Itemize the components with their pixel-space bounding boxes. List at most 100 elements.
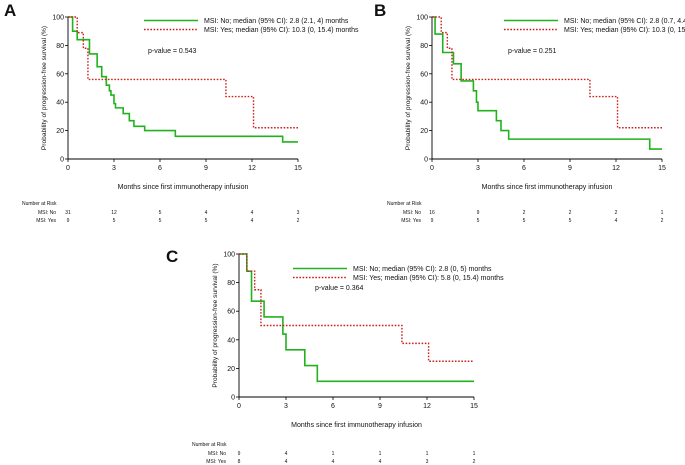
x-tick-label: 12 xyxy=(423,403,431,410)
x-tick-label: 3 xyxy=(284,403,288,410)
y-tick-label: 80 xyxy=(420,43,428,50)
risk-count: 4 xyxy=(615,218,618,224)
y-tick-label: 40 xyxy=(420,100,428,107)
panel-letter: A xyxy=(4,1,16,20)
risk-count: 4 xyxy=(205,210,208,216)
risk-count: 2 xyxy=(523,210,526,216)
x-tick-label: 12 xyxy=(248,165,256,172)
x-tick-label: 9 xyxy=(568,165,572,172)
risk-count: 4 xyxy=(332,459,335,465)
risk-count: 1 xyxy=(332,451,335,457)
y-tick-label: 100 xyxy=(52,15,64,22)
y-tick-label: 60 xyxy=(56,71,64,78)
risk-count: 2 xyxy=(473,459,476,465)
risk-count: 5 xyxy=(523,218,526,224)
y-tick-label: 100 xyxy=(416,15,428,22)
risk-count: 3 xyxy=(297,210,300,216)
panel-letter: C xyxy=(166,247,178,266)
legend-label-msi-yes: MSI: Yes; median (95% CI): 5.8 (0, 15.4)… xyxy=(353,275,504,282)
risk-count: 2 xyxy=(569,210,572,216)
y-tick-label: 40 xyxy=(227,337,235,344)
risk-count: 4 xyxy=(251,218,254,224)
risk-count: 1 xyxy=(379,451,382,457)
risk-count: 9 xyxy=(431,218,434,224)
risk-count: 8 xyxy=(238,459,241,465)
y-tick-label: 60 xyxy=(227,309,235,316)
risk-count: 16 xyxy=(429,210,435,216)
risk-count: 4 xyxy=(251,210,254,216)
curve-msi-yes xyxy=(68,16,298,129)
legend-label-msi-yes: MSI: Yes; median (95% CI): 10.3 (0, 15.4… xyxy=(204,27,359,34)
legend-label-msi-no: MSI: No; median (95% CI): 2.8 (0, 5) mon… xyxy=(353,266,492,273)
risk-count: 5 xyxy=(569,218,572,224)
x-tick-label: 15 xyxy=(294,165,302,172)
p-value-annotation: p-value = 0.251 xyxy=(508,48,557,55)
curve-msi-yes xyxy=(239,253,474,362)
x-tick-label: 3 xyxy=(112,165,116,172)
risk-count: 1 xyxy=(473,451,476,457)
risk-table-title: Number at Risk xyxy=(387,201,422,207)
x-tick-label: 12 xyxy=(612,165,620,172)
risk-count: 5 xyxy=(477,218,480,224)
x-tick-label: 15 xyxy=(658,165,666,172)
risk-count: 1 xyxy=(661,210,664,216)
y-tick-label: 0 xyxy=(231,395,235,402)
legend-label-msi-no: MSI: No; median (95% CI): 2.8 (2.1, 4) m… xyxy=(204,18,349,25)
y-tick-label: 40 xyxy=(56,100,64,107)
risk-row-label: MSI: Yes xyxy=(401,218,421,224)
y-axis-title: Probability of progression-free survival… xyxy=(405,26,412,150)
x-tick-label: 0 xyxy=(430,165,434,172)
risk-count: 2 xyxy=(615,210,618,216)
risk-count: 4 xyxy=(285,459,288,465)
risk-row-label: MSI: No xyxy=(403,210,421,216)
x-tick-label: 0 xyxy=(237,403,241,410)
risk-count: 2 xyxy=(297,218,300,224)
x-tick-label: 9 xyxy=(378,403,382,410)
x-tick-label: 15 xyxy=(470,403,478,410)
risk-row-label: MSI: Yes xyxy=(36,218,56,224)
p-value-annotation: p-value = 0.543 xyxy=(148,48,197,55)
y-tick-label: 0 xyxy=(424,157,428,164)
risk-count: 2 xyxy=(661,218,664,224)
x-tick-label: 3 xyxy=(476,165,480,172)
y-tick-label: 0 xyxy=(60,157,64,164)
risk-row-label: MSI: No xyxy=(38,210,56,216)
y-axis-title: Probability of progression-free survival… xyxy=(41,26,48,150)
risk-table-title: Number at Risk xyxy=(192,442,227,448)
risk-count: 5 xyxy=(113,218,116,224)
x-axis-title: Months since first immunotherapy infusio… xyxy=(291,422,422,429)
y-tick-label: 80 xyxy=(227,280,235,287)
risk-count: 1 xyxy=(426,451,429,457)
x-tick-label: 9 xyxy=(204,165,208,172)
risk-row-label: MSI: Yes xyxy=(206,459,226,465)
risk-row-label: MSI: No xyxy=(208,451,226,457)
x-tick-label: 0 xyxy=(66,165,70,172)
risk-count: 4 xyxy=(285,451,288,457)
panel-a: A 0 20 40 60 80 100 0 3 6 9 12 15 Months since first … xyxy=(4,1,359,224)
x-axis-title: Months since first immunotherapy infusio… xyxy=(482,184,613,191)
legend-label-msi-yes: MSI: Yes; median (95% CI): 10.3 (0, 15.4… xyxy=(564,27,685,34)
risk-count: 3 xyxy=(426,459,429,465)
curve-msi-yes xyxy=(432,16,662,129)
legend-label-msi-no: MSI: No; median (95% CI): 2.8 (0.7, 4.4)… xyxy=(564,18,685,25)
y-tick-label: 80 xyxy=(56,43,64,50)
x-axis-title: Months since first immunotherapy infusio… xyxy=(118,184,249,191)
y-tick-label: 20 xyxy=(56,128,64,135)
x-tick-label: 6 xyxy=(522,165,526,172)
risk-count: 5 xyxy=(159,210,162,216)
risk-count: 31 xyxy=(65,210,71,216)
curve-msi-no xyxy=(239,253,474,383)
risk-count: 9 xyxy=(477,210,480,216)
x-tick-label: 6 xyxy=(158,165,162,172)
curve-msi-no xyxy=(68,16,298,143)
y-tick-label: 20 xyxy=(227,366,235,373)
y-tick-label: 20 xyxy=(420,128,428,135)
risk-count: 9 xyxy=(238,451,241,457)
risk-count: 4 xyxy=(379,459,382,465)
p-value-annotation: p-value = 0.364 xyxy=(315,285,364,292)
risk-count: 9 xyxy=(67,218,70,224)
risk-table-title: Number at Risk xyxy=(22,201,57,207)
